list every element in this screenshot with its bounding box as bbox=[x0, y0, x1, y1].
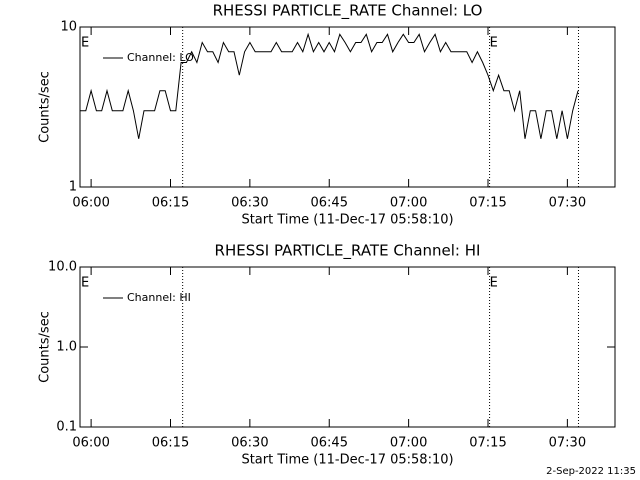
plot-frame bbox=[79, 26, 616, 188]
x-tick-label: 06:30 bbox=[231, 436, 268, 451]
x-tick-label: 07:30 bbox=[549, 436, 586, 451]
y-axis-label: Counts/sec bbox=[38, 71, 53, 143]
chart-title: RHESSI PARTICLE_RATE Channel: LO bbox=[213, 2, 483, 21]
chart-title: RHESSI PARTICLE_RATE Channel: HI bbox=[215, 242, 481, 261]
x-tick-label: 07:00 bbox=[390, 436, 427, 451]
x-axis-label: Start Time (11-Dec-17 05:58:10) bbox=[241, 453, 453, 468]
footer-timestamp: 2-Sep-2022 11:35 bbox=[546, 466, 636, 477]
x-tick-label: 07:30 bbox=[549, 196, 586, 211]
x-tick-label: 06:30 bbox=[231, 196, 268, 211]
x-tick-label: 06:00 bbox=[72, 436, 109, 451]
y-tick-label: 10.0 bbox=[48, 260, 77, 275]
x-tick-label: 06:00 bbox=[72, 196, 109, 211]
x-axis-label: Start Time (11-Dec-17 05:58:10) bbox=[241, 213, 453, 228]
x-tick-label: 06:15 bbox=[152, 196, 189, 211]
legend-label: Channel: HI bbox=[127, 291, 191, 304]
x-tick-label: 06:15 bbox=[152, 436, 189, 451]
event-label: E bbox=[490, 36, 498, 51]
y-tick-label: 10 bbox=[60, 20, 77, 35]
x-tick-label: 07:15 bbox=[469, 196, 506, 211]
data-line bbox=[80, 32, 579, 139]
x-tick-label: 07:00 bbox=[390, 196, 427, 211]
y-tick-label: 1.0 bbox=[56, 340, 77, 355]
event-label: E bbox=[81, 36, 89, 51]
y-axis-label: Counts/sec bbox=[38, 311, 53, 383]
event-label: E bbox=[490, 276, 498, 291]
x-tick-label: 07:15 bbox=[469, 436, 506, 451]
y-tick-label: 0.1 bbox=[56, 420, 77, 435]
x-tick-label: 06:45 bbox=[311, 196, 348, 211]
legend-label: Channel: LO bbox=[127, 51, 194, 64]
y-tick-label: 1 bbox=[69, 180, 77, 195]
event-label: E bbox=[81, 276, 89, 291]
x-tick-label: 06:45 bbox=[311, 436, 348, 451]
